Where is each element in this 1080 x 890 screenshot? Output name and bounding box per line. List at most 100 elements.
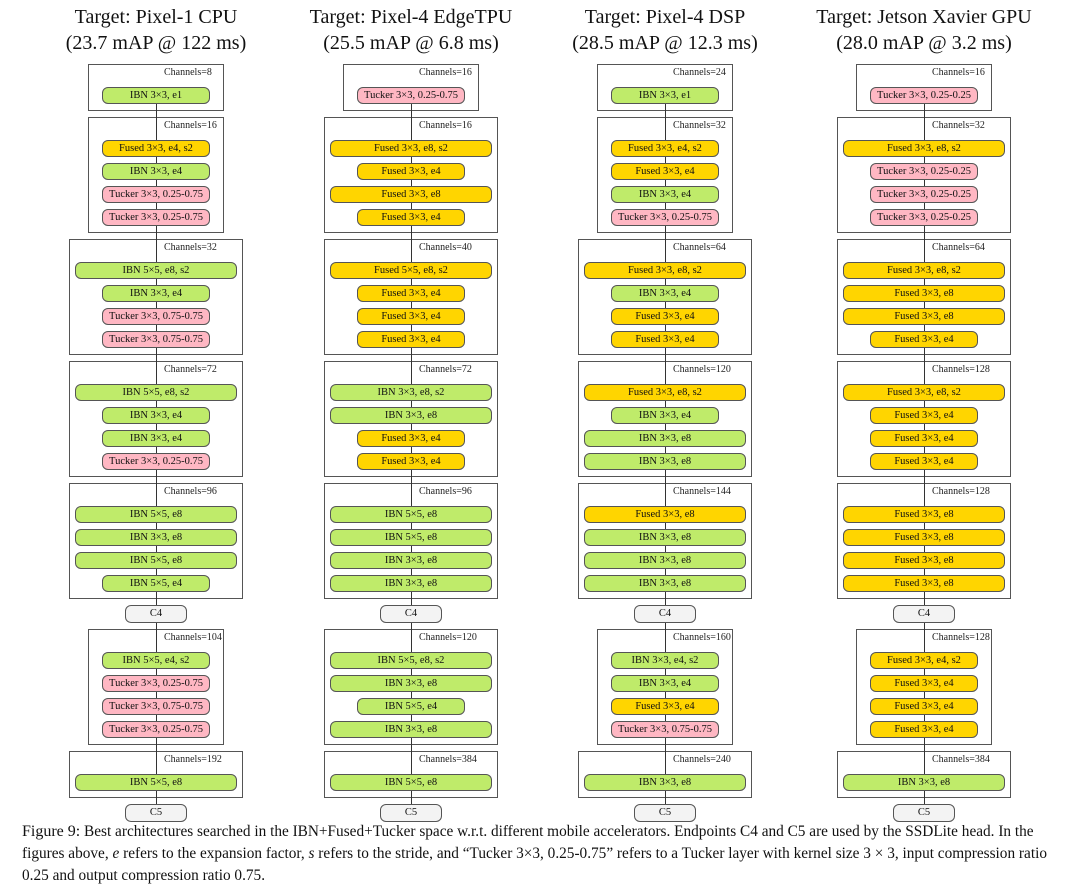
- channels-label: Channels=128: [932, 486, 990, 497]
- channels-label: Channels=96: [419, 486, 472, 497]
- tucker-block: Tucker 3×3, 0.75-0.75: [102, 331, 210, 348]
- column-subtitle: (23.7 mAP @ 122 ms): [65, 32, 247, 54]
- ibn-block: IBN 3×3, e4: [102, 163, 210, 180]
- column-title: Target: Jetson Xavier GPU: [816, 6, 1032, 28]
- ibn-block: IBN 3×3, e8: [584, 575, 746, 592]
- endpoint-c5: C5: [634, 804, 696, 822]
- ibn-block: IBN 5×5, e4, s2: [102, 652, 210, 669]
- channels-label: Channels=160: [673, 632, 731, 643]
- channels-label: Channels=240: [673, 754, 731, 765]
- column-title: Target: Pixel-4 EdgeTPU: [309, 6, 513, 28]
- channels-label: Channels=384: [419, 754, 477, 765]
- tucker-block: Tucker 3×3, 0.25-0.25: [870, 163, 978, 180]
- endpoint-c4: C4: [380, 605, 442, 623]
- channels-label: Channels=104: [164, 632, 222, 643]
- endpoint-c4: C4: [125, 605, 187, 623]
- caption-text: refers to the expansion factor,: [119, 845, 309, 862]
- fused-block: Fused 3×3, e4: [870, 698, 978, 715]
- fused-block: Fused 3×3, e4: [870, 407, 978, 424]
- endpoint-c5: C5: [380, 804, 442, 822]
- fused-block: Fused 3×3, e8, s2: [843, 262, 1005, 279]
- tucker-block: Tucker 3×3, 0.25-0.75: [357, 87, 465, 104]
- ibn-block: IBN 3×3, e8: [330, 407, 492, 424]
- fused-block: Fused 3×3, e4, s2: [102, 140, 210, 157]
- ibn-block: IBN 3×3, e8: [75, 529, 237, 546]
- fused-block: Fused 3×3, e4: [357, 209, 465, 226]
- channels-label: Channels=72: [164, 364, 217, 375]
- tucker-block: Tucker 3×3, 0.25-0.25: [870, 209, 978, 226]
- fused-block: Fused 3×3, e8: [843, 308, 1005, 325]
- tucker-block: Tucker 3×3, 0.25-0.75: [102, 186, 210, 203]
- ibn-block: IBN 5×5, e8: [75, 506, 237, 523]
- fused-block: Fused 5×5, e8, s2: [330, 262, 492, 279]
- fused-block: Fused 3×3, e8: [330, 186, 492, 203]
- caption-text: refers to the stride, and “Tucker 3×3, 0…: [22, 845, 1047, 884]
- ibn-block: IBN 3×3, e4: [102, 407, 210, 424]
- channels-label: Channels=128: [932, 632, 990, 643]
- column-title: Target: Pixel-1 CPU: [74, 6, 238, 28]
- fused-block: Fused 3×3, e8, s2: [843, 384, 1005, 401]
- fused-block: Fused 3×3, e8, s2: [584, 384, 746, 401]
- ibn-block: IBN 5×5, e8: [330, 774, 492, 791]
- fused-block: Fused 3×3, e8: [584, 506, 746, 523]
- caption-text: Best architectures searched in the IBN+F…: [22, 823, 1034, 862]
- fused-block: Fused 3×3, e4: [870, 453, 978, 470]
- channels-label: Channels=120: [673, 364, 731, 375]
- tucker-block: Tucker 3×3, 0.25-0.75: [611, 209, 719, 226]
- column-subtitle: (28.0 mAP @ 3.2 ms): [836, 32, 1012, 54]
- fused-block: Fused 3×3, e8: [843, 529, 1005, 546]
- ibn-block: IBN 3×3, e4: [611, 675, 719, 692]
- fused-block: Fused 3×3, e4, s2: [870, 652, 978, 669]
- tucker-block: Tucker 3×3, 0.25-0.25: [870, 87, 978, 104]
- ibn-block: IBN 3×3, e8: [584, 529, 746, 546]
- ibn-block: IBN 5×5, e4: [102, 575, 210, 592]
- ibn-block: IBN 5×5, e8, s2: [75, 262, 237, 279]
- fused-block: Fused 3×3, e4: [611, 698, 719, 715]
- ibn-block: IBN 5×5, e8, s2: [330, 652, 492, 669]
- tucker-block: Tucker 3×3, 0.75-0.75: [102, 698, 210, 715]
- ibn-block: IBN 3×3, e4: [102, 430, 210, 447]
- ibn-block: IBN 3×3, e8: [330, 721, 492, 738]
- fused-block: Fused 3×3, e4: [357, 331, 465, 348]
- ibn-block: IBN 3×3, e1: [611, 87, 719, 104]
- channels-label: Channels=8: [164, 67, 212, 78]
- fused-block: Fused 3×3, e8, s2: [584, 262, 746, 279]
- ibn-block: IBN 3×3, e8: [584, 430, 746, 447]
- ibn-block: IBN 3×3, e8: [330, 675, 492, 692]
- channels-label: Channels=120: [419, 632, 477, 643]
- fused-block: Fused 3×3, e4: [611, 331, 719, 348]
- endpoint-c5: C5: [125, 804, 187, 822]
- channels-label: Channels=128: [932, 364, 990, 375]
- tucker-block: Tucker 3×3, 0.25-0.75: [102, 453, 210, 470]
- caption-symbol-e: e: [112, 845, 120, 862]
- channels-label: Channels=16: [419, 67, 472, 78]
- ibn-block: IBN 5×5, e8, s2: [75, 384, 237, 401]
- fused-block: Fused 3×3, e8, s2: [330, 140, 492, 157]
- ibn-block: IBN 5×5, e8: [330, 529, 492, 546]
- caption-symbol-s: s: [308, 845, 315, 862]
- ibn-block: IBN 3×3, e4: [611, 186, 719, 203]
- endpoint-c5: C5: [893, 804, 955, 822]
- figure-caption: Figure 9: Best architectures searched in…: [22, 821, 1072, 887]
- ibn-block: IBN 3×3, e8: [584, 453, 746, 470]
- fused-block: Fused 3×3, e4: [870, 721, 978, 738]
- channels-label: Channels=16: [164, 120, 217, 131]
- ibn-block: IBN 3×3, e4: [611, 285, 719, 302]
- ibn-block: IBN 3×3, e8: [584, 552, 746, 569]
- channels-label: Channels=96: [164, 486, 217, 497]
- ibn-block: IBN 5×5, e4: [357, 698, 465, 715]
- ibn-block: IBN 3×3, e1: [102, 87, 210, 104]
- tucker-block: Tucker 3×3, 0.75-0.75: [611, 721, 719, 738]
- tucker-block: Tucker 3×3, 0.25-0.75: [102, 721, 210, 738]
- fused-block: Fused 3×3, e8: [843, 285, 1005, 302]
- ibn-block: IBN 5×5, e8: [75, 552, 237, 569]
- fused-block: Fused 3×3, e4, s2: [611, 140, 719, 157]
- channels-label: Channels=144: [673, 486, 731, 497]
- channels-label: Channels=32: [932, 120, 985, 131]
- fused-block: Fused 3×3, e4: [357, 285, 465, 302]
- column-title: Target: Pixel-4 DSP: [584, 6, 746, 28]
- channels-label: Channels=64: [673, 242, 726, 253]
- fused-block: Fused 3×3, e4: [357, 308, 465, 325]
- fused-block: Fused 3×3, e8: [843, 575, 1005, 592]
